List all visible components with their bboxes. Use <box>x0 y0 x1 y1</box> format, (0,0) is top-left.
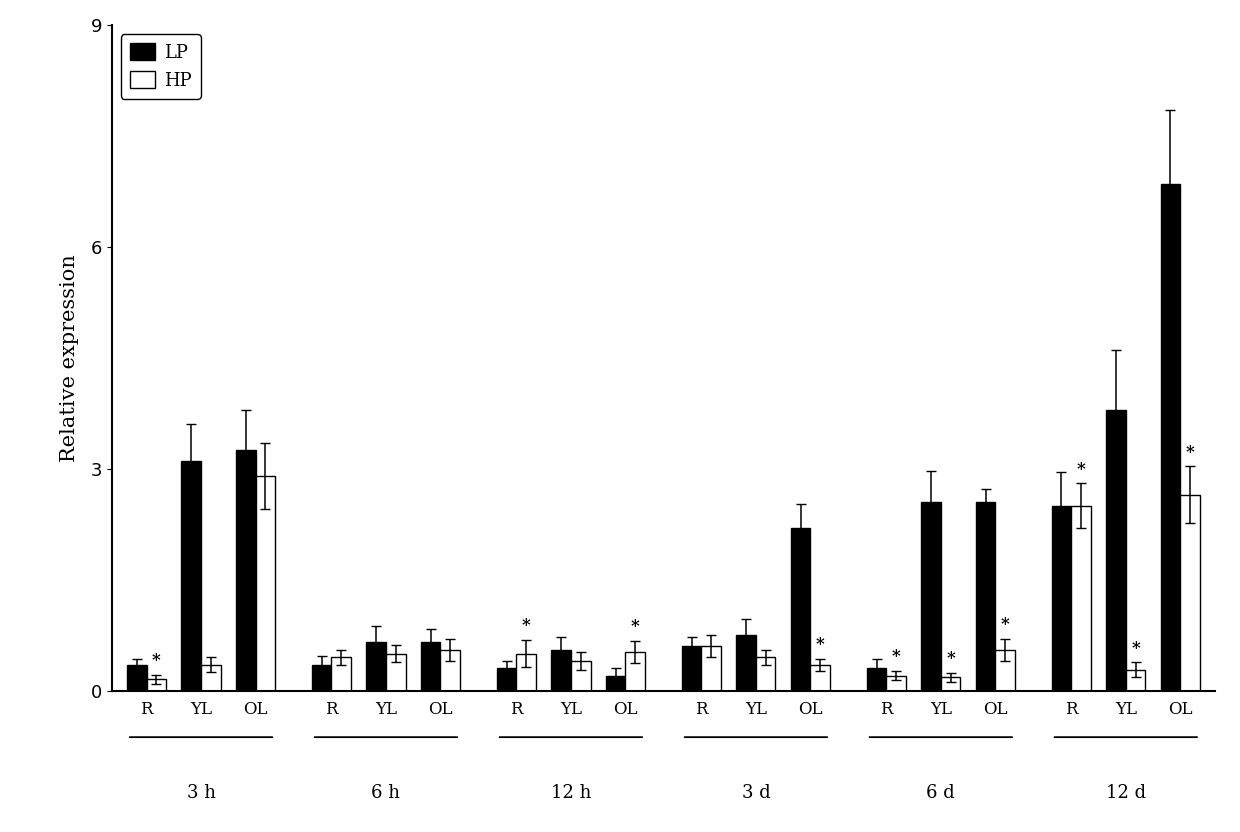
Text: *: * <box>892 648 900 666</box>
Bar <box>1161 184 1180 691</box>
Bar <box>146 680 166 691</box>
Bar <box>255 476 275 691</box>
Bar <box>1106 409 1126 691</box>
Text: *: * <box>1001 616 1009 633</box>
Bar <box>201 665 221 691</box>
Bar <box>867 668 887 691</box>
Bar <box>941 677 961 691</box>
Bar <box>386 654 405 691</box>
Bar <box>366 642 386 691</box>
Bar <box>976 502 996 691</box>
Text: *: * <box>522 617 531 634</box>
Bar <box>756 657 775 691</box>
Bar <box>791 527 811 691</box>
Text: 3 h: 3 h <box>186 784 216 802</box>
Bar <box>1071 506 1091 691</box>
Bar <box>702 646 720 691</box>
Bar <box>737 635 756 691</box>
Bar <box>331 657 351 691</box>
Bar <box>996 650 1014 691</box>
Bar <box>570 661 590 691</box>
Y-axis label: Relative expression: Relative expression <box>61 254 79 462</box>
Bar <box>1052 506 1071 691</box>
Legend: LP, HP: LP, HP <box>120 34 201 99</box>
Bar <box>625 652 645 691</box>
Text: *: * <box>946 650 955 667</box>
Bar <box>552 650 570 691</box>
Text: 12 h: 12 h <box>551 784 591 802</box>
Bar <box>497 668 516 691</box>
Text: *: * <box>816 636 825 653</box>
Bar <box>1180 494 1200 691</box>
Text: *: * <box>153 652 161 669</box>
Bar <box>236 450 255 691</box>
Bar <box>181 461 201 691</box>
Bar <box>516 654 536 691</box>
Text: 6 h: 6 h <box>372 784 401 802</box>
Text: 12 d: 12 d <box>1106 784 1146 802</box>
Text: *: * <box>1076 461 1085 478</box>
Bar <box>312 665 331 691</box>
Text: *: * <box>1131 640 1140 656</box>
Bar <box>887 676 906 691</box>
Bar <box>126 665 146 691</box>
Bar <box>682 646 702 691</box>
Bar <box>1126 670 1146 691</box>
Text: *: * <box>1185 443 1194 461</box>
Text: 6 d: 6 d <box>926 784 955 802</box>
Bar <box>420 642 440 691</box>
Bar <box>440 650 460 691</box>
Text: 3 d: 3 d <box>742 784 770 802</box>
Bar <box>921 502 941 691</box>
Bar <box>606 676 625 691</box>
Bar <box>811 665 830 691</box>
Text: *: * <box>631 618 640 635</box>
